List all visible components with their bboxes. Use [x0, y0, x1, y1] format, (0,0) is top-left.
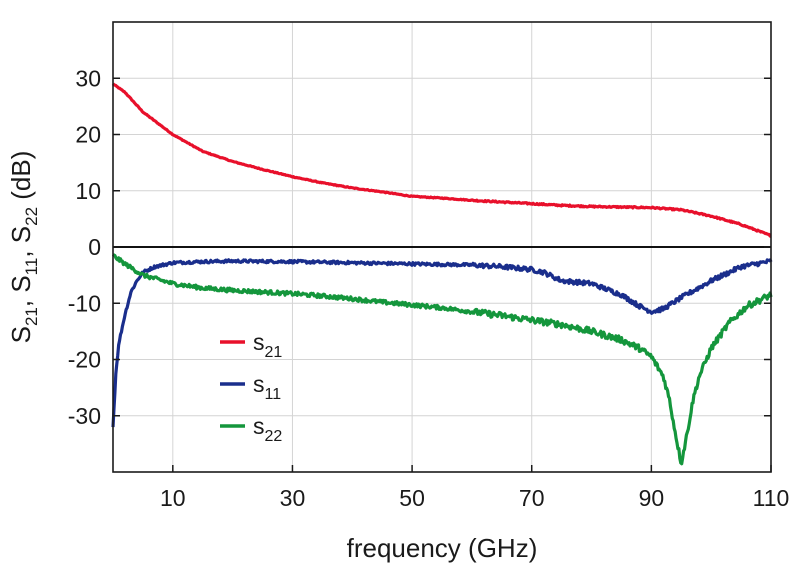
series-line-s21 — [111, 82, 772, 238]
y-tick-label: 20 — [75, 122, 101, 148]
x-tick-label: 70 — [519, 485, 545, 511]
y-axis-title-subscript: 11 — [22, 258, 41, 276]
y-tick-label: 0 — [88, 234, 101, 260]
legend-label-main: s — [253, 413, 265, 439]
y-axis-title: S21, S11, S22 (dB) — [6, 151, 41, 344]
legend-label-main: s — [253, 371, 265, 397]
y-axis-title-part: , S — [6, 226, 36, 258]
x-tick-label: 90 — [639, 485, 665, 511]
series-group — [111, 82, 773, 466]
y-axis-title-part: , S — [6, 275, 36, 307]
y-axis-title-part: S — [6, 326, 36, 343]
x-tick-label: 30 — [280, 485, 306, 511]
y-axis-title-group: S21, S11, S22 (dB) — [6, 151, 41, 344]
legend-label-s11: s11 — [253, 371, 281, 403]
y-axis-title-subscript: 22 — [22, 207, 41, 226]
y-axis-title-subscript: 21 — [22, 307, 41, 326]
y-tick-label: 10 — [75, 178, 101, 204]
x-tick-label: 50 — [399, 485, 425, 511]
x-axis-title: frequency (GHz) — [347, 533, 538, 563]
ticks: 10 30 50 70 90 110 30 20 10 0 -10 -20 -30 — [68, 65, 790, 511]
series-line-s22 — [111, 253, 773, 466]
x-tick-label: 10 — [160, 485, 186, 511]
legend-label-main: s — [253, 329, 265, 355]
y-tick-label: 30 — [75, 65, 101, 91]
legend-label-sub: 21 — [265, 344, 283, 361]
y-axis-title-part: (dB) — [6, 151, 36, 207]
y-tick-label: -20 — [68, 347, 101, 373]
legend-label-s22: s22 — [253, 413, 282, 445]
legend-label-sub: 22 — [265, 428, 283, 445]
x-tick-label: 110 — [753, 485, 790, 511]
legend-label-s21: s21 — [253, 329, 282, 361]
y-tick-label: -10 — [68, 290, 101, 316]
y-tick-label: -30 — [68, 403, 101, 429]
series-line-s11 — [111, 258, 773, 428]
legend-label-sub: 11 — [265, 386, 282, 403]
